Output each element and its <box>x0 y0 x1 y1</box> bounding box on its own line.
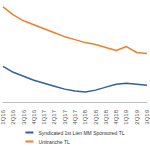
svg-text:2Q16: 2Q16 <box>10 109 16 124</box>
svg-text:1Q18: 1Q18 <box>82 109 88 124</box>
svg-text:2Q17: 2Q17 <box>51 109 57 124</box>
svg-text:3Q16: 3Q16 <box>21 109 27 124</box>
svg-text:4Q17: 4Q17 <box>72 109 78 124</box>
svg-text:2Q18: 2Q18 <box>93 109 99 124</box>
svg-text:3Q19: 3Q19 <box>144 109 150 124</box>
svg-text:1Q19: 1Q19 <box>123 109 129 124</box>
svg-text:4Q16: 4Q16 <box>31 109 37 124</box>
svg-text:Syndicated 1st Lien MM Sponsor: Syndicated 1st Lien MM Sponsored TL <box>38 130 124 136</box>
svg-text:1Q16: 1Q16 <box>0 109 6 124</box>
svg-text:2Q19: 2Q19 <box>134 109 140 124</box>
svg-text:3Q18: 3Q18 <box>103 109 109 124</box>
svg-text:1Q17: 1Q17 <box>41 109 47 124</box>
svg-text:4Q18: 4Q18 <box>113 109 119 124</box>
svg-text:Unitranche TL: Unitranche TL <box>38 139 70 145</box>
svg-text:3Q17: 3Q17 <box>62 109 68 124</box>
